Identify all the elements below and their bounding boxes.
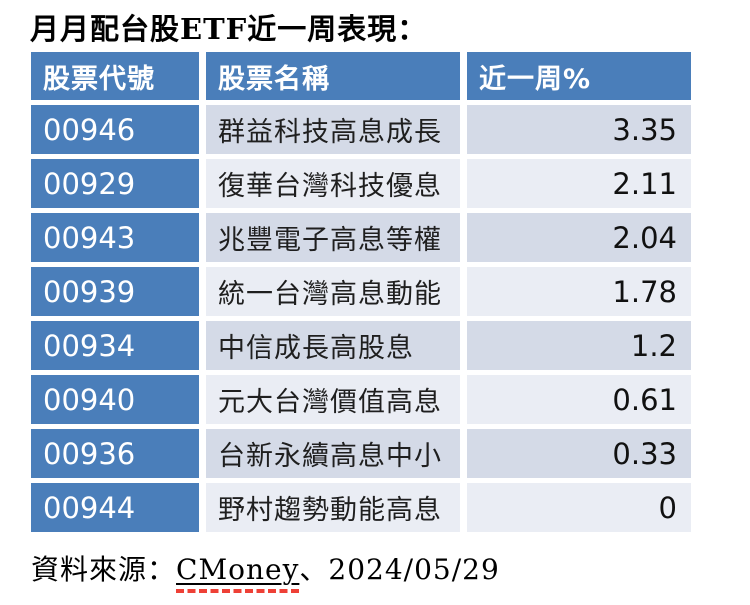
cell-week-pct: 0.33: [467, 429, 691, 478]
source-label: 資料來源：: [31, 553, 177, 586]
source-note: 資料來源：CMoney、2024/05/29: [31, 548, 500, 593]
cell-stock-code: 00946: [31, 105, 199, 154]
source-date: 、2024/05/29: [299, 553, 500, 586]
cell-stock-name: 群益科技高息成長: [206, 105, 460, 154]
cell-stock-name: 野村趨勢動能高息: [206, 483, 460, 532]
source-link-cmoney[interactable]: CMoney: [176, 553, 300, 593]
cell-stock-code: 00934: [31, 321, 199, 370]
cell-stock-code: 00940: [31, 375, 199, 424]
cell-stock-code: 00939: [31, 267, 199, 316]
column-header-week-pct: 近一周%: [467, 52, 691, 100]
cell-stock-name: 統一台灣高息動能: [206, 267, 460, 316]
cell-week-pct: 1.78: [467, 267, 691, 316]
cell-stock-name: 中信成長高股息: [206, 321, 460, 370]
cell-week-pct: 0.61: [467, 375, 691, 424]
cell-week-pct: 2.11: [467, 159, 691, 208]
cell-stock-code: 00943: [31, 213, 199, 262]
page-title: 月月配台股ETF近一周表現：: [30, 12, 428, 46]
cell-stock-name: 復華台灣科技優息: [206, 159, 460, 208]
cell-week-pct: 3.35: [467, 105, 691, 154]
cell-stock-code: 00936: [31, 429, 199, 478]
column-header-stock-name: 股票名稱: [206, 52, 460, 100]
cell-stock-name: 元大台灣價值高息: [206, 375, 460, 424]
cell-stock-name: 兆豐電子高息等權: [206, 213, 460, 262]
cell-stock-code: 00929: [31, 159, 199, 208]
cell-stock-code: 00944: [31, 483, 199, 532]
cell-week-pct: 2.04: [467, 213, 691, 262]
column-header-stock-code: 股票代號: [31, 52, 199, 100]
etf-performance-table: 股票代號 股票名稱 近一周% 00946 群益科技高息成長 3.35 00929…: [31, 52, 691, 532]
cell-week-pct: 1.2: [467, 321, 691, 370]
cell-stock-name: 台新永續高息中小: [206, 429, 460, 478]
cell-week-pct: 0: [467, 483, 691, 532]
